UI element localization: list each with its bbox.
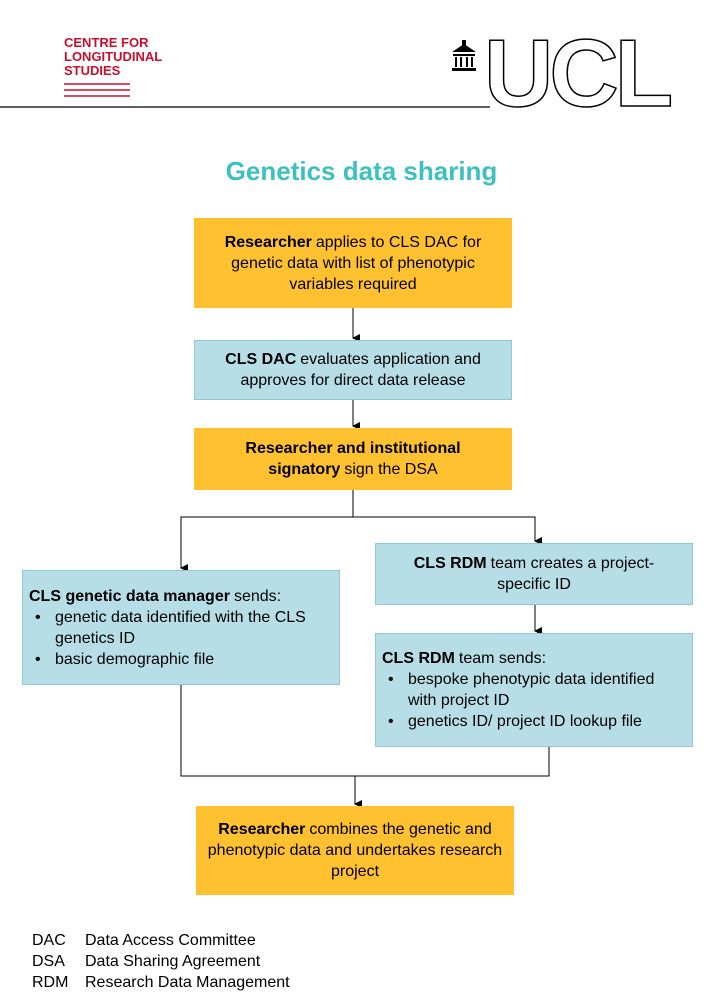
connectors <box>180 308 550 808</box>
bullet-list: genetic data identified with the CLS gen… <box>29 607 333 670</box>
node-text: evaluates application and approves for d… <box>240 351 481 389</box>
glossary: DAC Data Access Committee DSA Data Sharing… <box>32 930 290 993</box>
logo-line: CENTRE FOR <box>64 35 149 50</box>
glossary-row: RDM Research Data Management <box>32 972 290 993</box>
node-text: team sends: <box>458 650 547 667</box>
portico-icon <box>452 40 476 71</box>
node-bold: Researcher and institutional signatory <box>245 440 461 478</box>
node-text: sign the DSA <box>344 461 438 478</box>
bullet-list: bespoke phenotypic data identified with … <box>382 669 686 732</box>
cls-logo: CENTRE FOR LONGITUDINAL STUDIES <box>64 36 162 78</box>
node-text: combines the genetic and phenotypic data… <box>207 821 503 880</box>
node-bold: CLS RDM <box>413 555 487 572</box>
node-bold: CLS DAC <box>225 351 297 368</box>
node-bold: Researcher <box>224 233 312 251</box>
meaning: Research Data Management <box>85 974 290 991</box>
abbr: DSA <box>32 953 65 970</box>
abbr: RDM <box>32 974 69 991</box>
node-bold: CLS RDM <box>382 650 455 667</box>
bullet: genetic data identified with the CLS gen… <box>35 607 333 649</box>
logo-line: LONGITUDINAL <box>64 49 163 64</box>
node: CLS RDM team creates a project-specific I… <box>375 543 693 605</box>
node: Researcher applies to CLS DAC for genetic… <box>194 218 512 308</box>
node-text: team creates a project-specific ID <box>490 555 655 593</box>
node-bold: CLS genetic data manager <box>29 587 230 605</box>
node: Researcher combines the genetic and pheno… <box>196 806 514 895</box>
logo-rules <box>64 83 130 97</box>
meaning: Data Sharing Agreement <box>85 953 261 970</box>
logo-line: STUDIES <box>64 63 121 78</box>
node: CLS DAC evaluates application and approve… <box>194 340 512 400</box>
glossary-row: DSA Data Sharing Agreement <box>32 951 290 972</box>
node-text: sends: <box>233 587 282 605</box>
node-bold: Researcher <box>218 821 306 838</box>
abbr: DAC <box>32 932 66 949</box>
node: Researcher and institutional signatory si… <box>194 428 512 490</box>
meaning: Data Access Committee <box>85 932 256 949</box>
ucl-logo: UCL <box>484 20 671 127</box>
node-text: applies to CLS DAC for genetic data with… <box>231 233 482 293</box>
bullet: basic demographic file <box>35 649 333 670</box>
bullet: genetics ID/ project ID lookup file <box>388 711 686 732</box>
glossary-row: DAC Data Access Committee <box>32 930 290 951</box>
bullet: bespoke phenotypic data identified with … <box>388 669 686 711</box>
title: Genetics data sharing <box>225 156 498 186</box>
